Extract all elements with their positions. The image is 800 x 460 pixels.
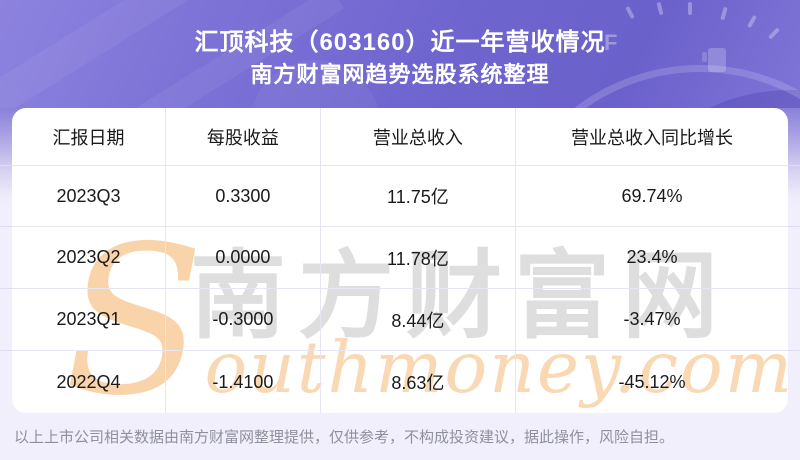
cell-revenue: 8.63亿 bbox=[321, 351, 516, 413]
cell-revenue: 11.75亿 bbox=[321, 166, 516, 226]
cell-report-date: 2022Q4 bbox=[12, 351, 167, 413]
cell-yoy-growth: 69.74% bbox=[621, 185, 683, 206]
footer-disclaimer: 以上上市公司相关数据由南方财富网整理提供，仅供参考，不构成投资建议，据此操作，风… bbox=[0, 413, 800, 460]
cell-yoy-growth: 23.4% bbox=[626, 247, 678, 267]
page-subtitle: 南方财富网趋势选股系统整理 bbox=[250, 62, 550, 87]
table-row: 2022Q4 -1.4100 8.63亿 -45.12% bbox=[12, 351, 788, 413]
column-header-report-date: 汇报日期 bbox=[12, 108, 167, 165]
cell-yoy-growth: -45.12% bbox=[618, 371, 686, 392]
column-header-eps: 每股收益 bbox=[166, 108, 321, 165]
cell-revenue: 11.78亿 bbox=[321, 227, 516, 288]
fuel-pump-icon bbox=[702, 48, 726, 72]
cell-eps: -0.3000 bbox=[166, 289, 321, 350]
column-header-yoy-growth: 营业总收入同比增长 bbox=[570, 127, 733, 148]
cell-eps: 0.3300 bbox=[166, 166, 321, 226]
gauge-tick-icon bbox=[688, 2, 692, 15]
gauge-tick-icon bbox=[625, 5, 635, 20]
column-header-revenue: 营业总收入 bbox=[321, 108, 516, 165]
cell-revenue: 8.44亿 bbox=[321, 289, 516, 350]
gauge-f-label: F bbox=[604, 30, 618, 55]
header-banner: F 汇顶科技（603160）近一年营收情况 南方财富网趋势选股系统整理 bbox=[0, 0, 800, 108]
page-title: 汇顶科技（603160）近一年营收情况 bbox=[194, 29, 606, 56]
table-row: 2023Q3 0.3300 11.75亿 69.74% bbox=[12, 166, 788, 227]
cell-eps: -1.4100 bbox=[166, 351, 321, 413]
cell-report-date: 2023Q2 bbox=[12, 227, 167, 288]
cell-report-date: 2023Q3 bbox=[12, 166, 167, 226]
table-header-row: 汇报日期 每股收益 营业总收入 营业总收入同比增长 bbox=[12, 108, 788, 166]
gauge-tick-icon bbox=[656, 1, 664, 16]
gauge-tick-icon bbox=[720, 6, 728, 21]
data-table-card: 南方财富网 S outhmoney.com 汇报日期 每股收益 营业总收入 营业… bbox=[12, 108, 788, 413]
cell-yoy-growth: -3.47% bbox=[623, 309, 681, 329]
cell-eps: 0.0000 bbox=[166, 227, 321, 288]
table-row: 2023Q2 0.0000 11.78亿 23.4% bbox=[12, 227, 788, 289]
cell-report-date: 2023Q1 bbox=[12, 289, 167, 350]
table-row: 2023Q1 -0.3000 8.44亿 -3.47% bbox=[12, 289, 788, 351]
